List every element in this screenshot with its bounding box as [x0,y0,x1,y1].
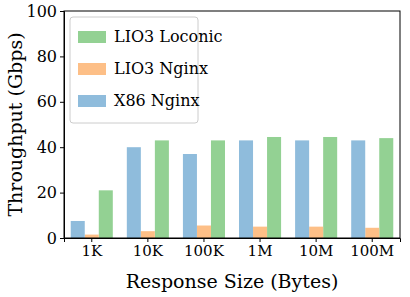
bar [253,227,267,238]
y-axis: 0 20 40 60 80 100 [26,2,64,248]
x-tick-label: 1M [248,242,273,260]
y-tick-label: 60 [37,92,57,111]
y-tick: 20 [37,183,64,202]
y-axis-title: Throughput (Gbps) [4,32,26,216]
legend-swatch [78,95,106,107]
bar [365,228,379,238]
bar [267,137,281,238]
bar [197,226,211,238]
y-tick-label: 80 [37,47,57,66]
bar [85,235,99,238]
x-tick-label: 100K [184,242,225,260]
y-tick: 40 [37,138,64,157]
y-tick-mark [60,102,64,103]
x-axis: 1K 10K 100K 1M 10M 100M [65,238,401,260]
x-tick-label: 10K [133,242,164,260]
plot: 0 20 40 60 80 100 1K 10K 100K 1M 10M 100M LIO3 Locon… [26,2,400,260]
x-tick: 100K [184,238,225,260]
y-tick: 0 [47,229,64,248]
legend: LIO3 Loconic LIO3 Nginx X86 Nginx [70,17,223,123]
bar [351,140,365,238]
legend-label: X86 Nginx [114,91,200,110]
x-tick: 1M [248,238,273,260]
x-tick: 1K [81,238,103,260]
y-axis-line [60,12,65,239]
x-tick-label: 100M [350,242,394,260]
x-tick: 10K [133,238,164,260]
bars [71,137,394,238]
bar [183,154,197,238]
bar [379,138,393,238]
bar [71,221,85,238]
x-tick-label: 1K [81,242,103,260]
y-tick: 60 [37,92,64,111]
y-tick-mark [60,147,64,148]
bar [155,140,169,238]
bar [295,140,309,238]
y-tick: 80 [37,47,64,66]
bar [99,190,113,238]
legend-swatch [78,63,106,75]
y-tick-mark [60,193,64,194]
legend-swatch [78,31,106,43]
y-tick-label: 0 [47,229,57,248]
y-tick-label: 40 [37,138,57,157]
bar [309,227,323,238]
bar [141,231,155,238]
bar [211,140,225,238]
bar [127,147,141,238]
legend-label: LIO3 Loconic [114,27,223,46]
legend-label: LIO3 Nginx [114,59,208,78]
x-tick-label: 10M [299,242,333,260]
x-tick: 100M [350,238,394,260]
y-tick: 100 [26,2,64,21]
chart: 0 20 40 60 80 100 1K 10K 100K 1M 10M 100M LIO3 Locon… [0,0,410,297]
x-axis-title: Response Size (Bytes) [126,270,339,292]
bar [323,137,337,238]
frame [64,11,400,238]
y-tick-mark [60,11,64,12]
x-tick: 10M [299,238,333,260]
bar [239,140,253,238]
y-tick-label: 100 [26,2,57,21]
y-tick-label: 20 [37,183,57,202]
y-tick-mark [60,238,64,239]
y-tick-mark [60,56,64,57]
